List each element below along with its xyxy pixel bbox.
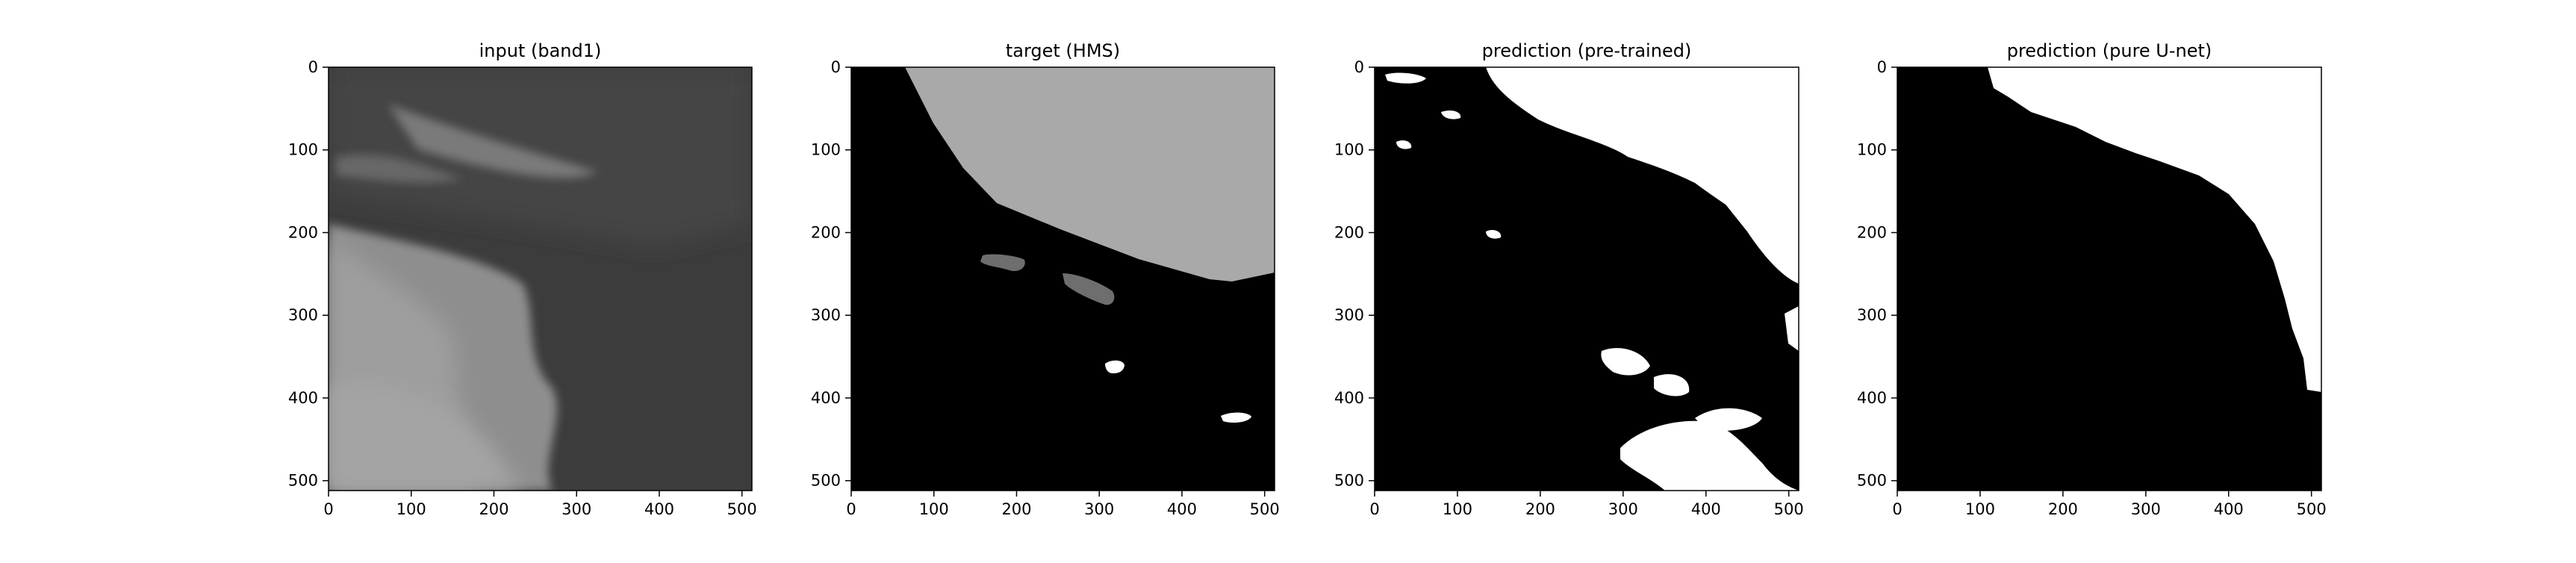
y-tick-label: 400 <box>1334 389 1364 407</box>
x-tick-label: 400 <box>1167 500 1197 518</box>
y-tick-label: 500 <box>811 472 841 490</box>
panel-prediction-pretrained: prediction (pre-trained) 0 100 200 300 400 50… <box>1334 40 1804 518</box>
y-tick-label: 100 <box>1857 141 1887 159</box>
axes-frame <box>1897 66 2322 491</box>
panel-input-band1: input (band1) 0 100 200 300 400 500 0 100 200 300… <box>288 40 757 518</box>
y-tick-label: 0 <box>1354 58 1364 76</box>
axes-frame <box>850 66 1275 491</box>
y-tick-label: 300 <box>811 306 841 324</box>
x-tick-label: 500 <box>1250 500 1280 518</box>
panel-title: prediction (pure U-net) <box>2007 40 2212 61</box>
smoke-region-light <box>1063 273 1115 305</box>
x-tick-label: 200 <box>1001 500 1031 518</box>
panel-prediction-unet: prediction (pure U-net) 0 100 200 300 400 500… <box>1857 40 2327 518</box>
y-tick-label: 500 <box>288 472 318 490</box>
y-tick-label: 0 <box>1877 58 1887 76</box>
y-tick-label: 200 <box>811 223 841 241</box>
x-tick-label: 300 <box>1084 500 1114 518</box>
y-tick-label: 100 <box>1334 141 1364 159</box>
x-tick-label: 500 <box>1774 500 1804 518</box>
x-tick-label: 100 <box>1443 500 1472 518</box>
prediction-unet-image <box>1897 67 2321 491</box>
y-tick-label: 200 <box>1334 223 1364 241</box>
x-tick-label: 500 <box>2297 500 2327 518</box>
axis-ticks: 0 100 200 300 400 500 0 100 200 300 400 500 <box>1334 58 1804 518</box>
x-tick-label: 100 <box>1965 500 1995 518</box>
x-tick-label: 400 <box>644 500 674 518</box>
y-tick-label: 0 <box>831 58 841 76</box>
x-tick-label: 0 <box>1892 500 1902 518</box>
x-tick-label: 200 <box>479 500 508 518</box>
input-image <box>329 67 752 491</box>
x-tick-label: 400 <box>1691 500 1721 518</box>
y-tick-label: 400 <box>288 389 318 407</box>
y-tick-label: 500 <box>1334 472 1364 490</box>
panel-title: prediction (pre-trained) <box>1482 40 1692 61</box>
axes-frame <box>328 66 753 491</box>
smoke-region-light <box>980 254 1025 272</box>
axes-frame <box>1374 66 1799 491</box>
y-tick-label: 500 <box>1857 472 1887 490</box>
y-tick-label: 300 <box>1857 306 1887 324</box>
axis-ticks: 0 100 200 300 400 500 0 100 200 300 400 500 <box>1857 58 2327 518</box>
prediction-pretrained-image <box>1375 67 1799 491</box>
panel-title: input (band1) <box>479 40 602 61</box>
x-tick-label: 0 <box>323 500 333 518</box>
x-tick-label: 500 <box>727 500 757 518</box>
axis-ticks: 0 100 200 300 400 500 0 100 200 300 400 500 <box>288 58 757 518</box>
x-tick-label: 0 <box>1369 500 1379 518</box>
x-tick-label: 0 <box>846 500 856 518</box>
target-image <box>851 67 1275 491</box>
x-tick-label: 200 <box>1525 500 1555 518</box>
y-tick-label: 300 <box>1334 306 1364 324</box>
axis-ticks: 0 100 200 300 400 500 0 100 200 300 400 500 <box>811 58 1280 518</box>
x-tick-label: 300 <box>561 500 591 518</box>
x-tick-label: 300 <box>1608 500 1638 518</box>
panel-target-hms: target (HMS) 0 100 200 300 400 500 0 100 200 300 4… <box>811 40 1280 518</box>
y-tick-label: 100 <box>288 141 318 159</box>
smoke-region-heavy <box>905 67 1275 282</box>
smoke-region-white <box>1221 412 1251 423</box>
x-tick-label: 400 <box>2214 500 2244 518</box>
y-tick-label: 100 <box>811 141 841 159</box>
y-tick-label: 400 <box>811 389 841 407</box>
x-tick-label: 300 <box>2131 500 2161 518</box>
y-tick-label: 200 <box>1857 223 1887 241</box>
y-tick-label: 300 <box>288 306 318 324</box>
y-tick-label: 0 <box>308 58 318 76</box>
x-tick-label: 100 <box>919 500 949 518</box>
y-tick-label: 200 <box>288 223 318 241</box>
y-tick-label: 400 <box>1857 389 1887 407</box>
x-tick-label: 100 <box>396 500 426 518</box>
panel-title: target (HMS) <box>1006 40 1120 61</box>
x-tick-label: 200 <box>2048 500 2078 518</box>
smoke-region-white <box>1105 360 1124 373</box>
